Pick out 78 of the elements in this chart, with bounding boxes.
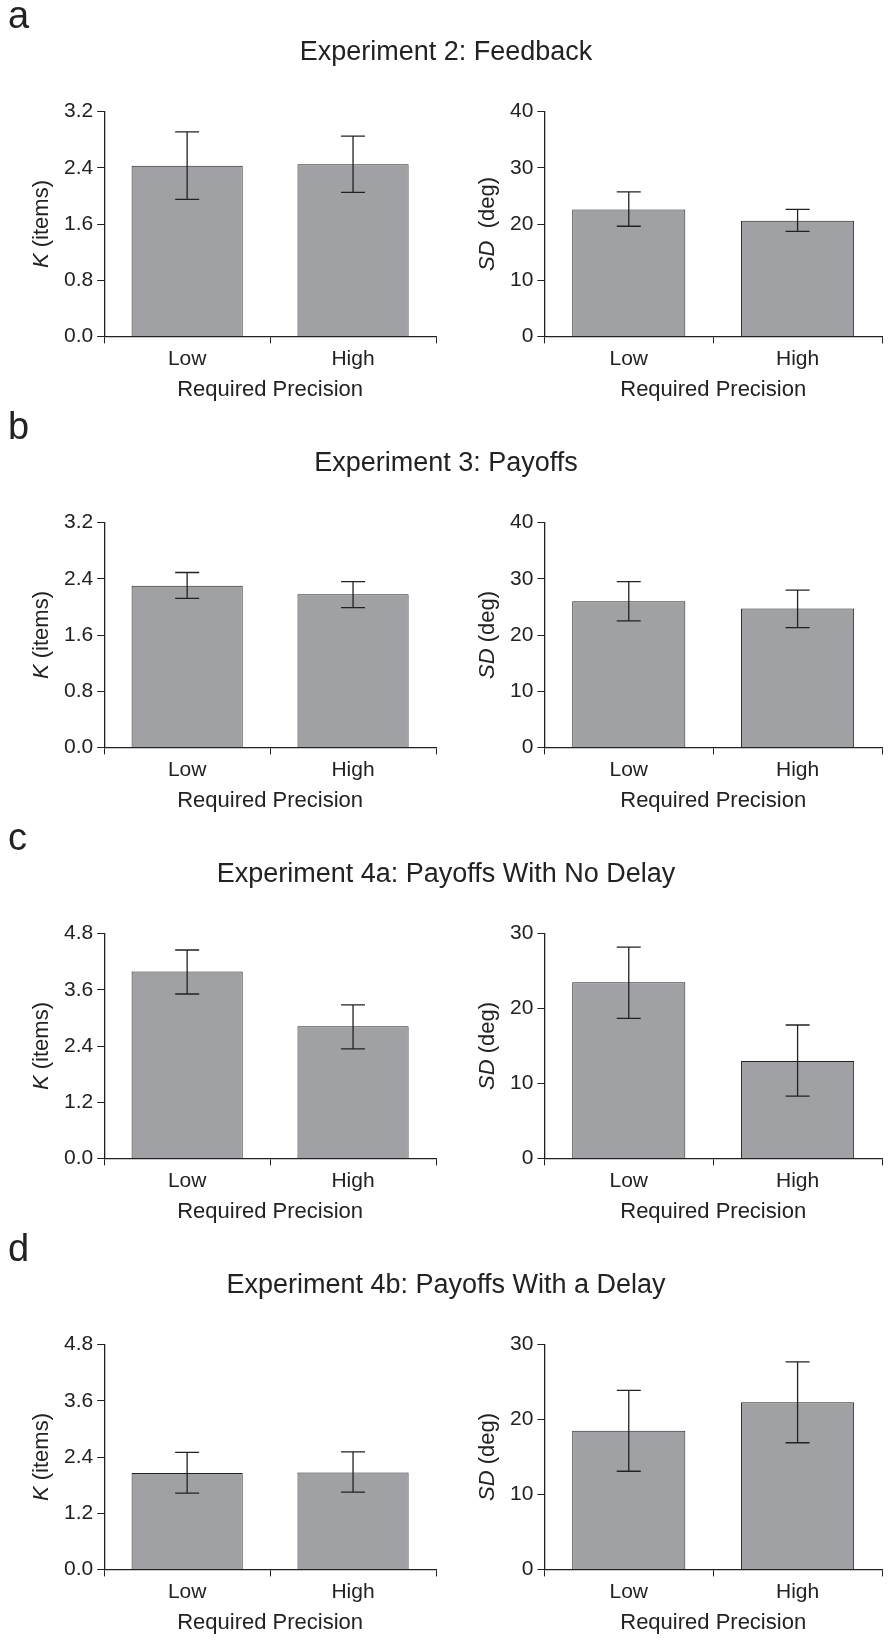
x-axis-title: Required Precision	[177, 786, 364, 812]
y-tick-label: 0.0	[63, 734, 94, 758]
x-tick-label: High	[775, 756, 820, 780]
x-axis-title: Required Precision	[177, 1197, 364, 1223]
x-tick-label: Low	[167, 756, 208, 780]
text: b	[8, 405, 30, 448]
text: a	[8, 0, 30, 37]
x-tick-label: Low	[609, 756, 649, 780]
y-tick-label: 0.8	[63, 267, 94, 290]
y-tick-label: 0	[521, 323, 534, 347]
x-axis-title: Required Precision	[620, 375, 807, 401]
y-tick-label: 3.2	[63, 509, 94, 533]
y-tick-label: 4.8	[63, 920, 94, 944]
y-axis-title: K (items)	[28, 1002, 54, 1090]
y-axis-title: K (items)	[28, 591, 54, 679]
x-tick-label: High	[331, 1167, 375, 1191]
chart-title: Experiment 2: Feedback	[298, 36, 594, 67]
x-tick-label: Low	[167, 345, 208, 369]
y-tick-label: 0.0	[63, 323, 94, 347]
y-tick-label: 0.0	[63, 1145, 94, 1169]
x-axis-title: Required Precision	[177, 375, 364, 401]
y-tick-label: 0	[521, 1145, 534, 1169]
x-tick-label: High	[331, 1578, 375, 1602]
x-tick-label: High	[331, 756, 375, 780]
x-tick-label: Low	[167, 1578, 208, 1602]
x-tick-label: High	[331, 345, 375, 369]
y-tick-label: 40	[510, 98, 534, 122]
y-tick-label: 20	[510, 621, 534, 645]
y-tick-label: 2.4	[63, 565, 94, 589]
y-tick-label: 0.0	[63, 1556, 94, 1580]
y-tick-label: 0	[521, 1556, 534, 1580]
chart-title: Experiment 4a: Payoffs With No Delay	[215, 858, 677, 889]
y-tick-label: 10	[510, 1481, 534, 1505]
y-tick-label: 1.6	[63, 210, 94, 234]
y-tick-label: 4.8	[63, 1331, 94, 1355]
x-axis-title: Required Precision	[620, 1608, 807, 1634]
x-tick-label: High	[775, 1578, 820, 1602]
y-tick-label: 0	[521, 734, 534, 758]
y-axis-title: SD (deg)	[474, 1412, 500, 1502]
y-tick-label: 30	[510, 1331, 534, 1355]
y-tick-label: 1.6	[63, 621, 94, 645]
y-tick-label: 2.4	[63, 1443, 94, 1467]
y-tick-label: 0.8	[63, 678, 94, 701]
y-tick-label: 20	[510, 1406, 534, 1430]
y-tick-label: 20	[510, 995, 534, 1019]
x-tick-label: High	[775, 1167, 820, 1191]
x-tick-label: Low	[167, 1167, 208, 1191]
x-tick-label: Low	[609, 1578, 649, 1602]
y-tick-label: 30	[510, 565, 534, 589]
y-tick-label: 1.2	[63, 1089, 94, 1112]
x-tick-label: High	[775, 345, 820, 369]
y-tick-label: 3.6	[63, 1387, 94, 1411]
y-axis-title: SD (deg)	[474, 1001, 500, 1091]
y-tick-label: 40	[510, 509, 534, 533]
y-tick-label: 1.2	[63, 1500, 94, 1523]
x-axis-title: Required Precision	[177, 1608, 364, 1634]
y-tick-label: 20	[510, 210, 534, 234]
y-tick-label: 10	[510, 678, 534, 701]
x-tick-label: Low	[609, 345, 649, 369]
y-tick-label: 2.4	[63, 154, 94, 178]
y-axis-title: SD (deg)	[474, 176, 500, 272]
chart-title: Experiment 4b: Payoffs With a Delay	[225, 1269, 667, 1300]
y-tick-label: 30	[510, 154, 534, 178]
chart-title: Experiment 3: Payoffs	[313, 447, 579, 478]
text: c	[8, 816, 27, 859]
y-tick-label: 30	[510, 920, 534, 944]
y-axis-title: K (items)	[28, 1413, 54, 1501]
y-tick-label: 2.4	[63, 1032, 94, 1056]
x-axis-title: Required Precision	[620, 786, 807, 812]
y-tick-label: 3.6	[63, 976, 94, 1000]
text: d	[8, 1227, 30, 1270]
y-tick-label: 10	[510, 1070, 534, 1094]
y-tick-label: 3.2	[63, 98, 94, 122]
y-axis-title: K (items)	[28, 180, 54, 268]
y-tick-label: 10	[510, 267, 534, 290]
y-axis-title: SD (deg)	[474, 590, 500, 680]
x-tick-label: Low	[609, 1167, 649, 1191]
x-axis-title: Required Precision	[620, 1197, 807, 1223]
